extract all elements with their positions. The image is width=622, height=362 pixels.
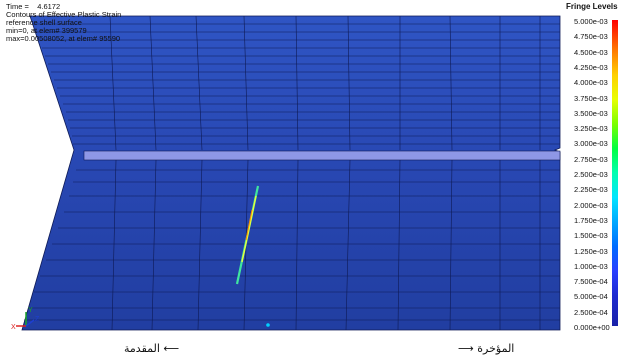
- legend-tick-label: 2.750e-03: [574, 154, 608, 164]
- legend-tick-label: 0.000e+00: [574, 323, 610, 332]
- legend-tick-label: 5.000e-04: [574, 292, 608, 302]
- stiffener-band: [83, 150, 561, 161]
- legend-tick-label: 2.250e-03: [574, 185, 608, 195]
- legend-tick-label: 2.500e-03: [574, 170, 608, 179]
- caption-front: المقدمة ⟵: [124, 342, 180, 355]
- time-readout: Time = 4.6172: [6, 2, 61, 11]
- legend-tick-label: 3.750e-03: [574, 93, 608, 103]
- shell-panel: [21, 15, 561, 331]
- plastic-strain-hotspot: [235, 185, 270, 327]
- plot-title: Contours of Effective Plastic Strain: [6, 10, 122, 19]
- legend-tick-label: 2.000e-03: [574, 200, 608, 210]
- legend-tick-label: 3.250e-03: [574, 124, 608, 134]
- legend-tick-label: 5.000e-03: [574, 17, 608, 26]
- legend-tick-label: 4.250e-03: [574, 62, 608, 72]
- axis-x-label: X: [11, 324, 16, 331]
- legend-tick-label: 2.500e-04: [574, 307, 608, 317]
- axis-triad: X Y Z: [11, 307, 40, 331]
- legend-tick-label: 1.000e-03: [574, 261, 608, 271]
- mesh-lines-top: [33, 23, 560, 145]
- legend-tick-label: 1.500e-03: [574, 231, 608, 241]
- mesh-lines-bottom: [24, 169, 560, 321]
- legend-tick-label: 4.000e-03: [574, 78, 608, 88]
- min-readout: min=0, at elem# 399579: [6, 26, 87, 35]
- legend-tick-label: 7.500e-04: [574, 277, 608, 287]
- legend-tick-label: 4.750e-03: [574, 32, 608, 42]
- max-readout: max=0.00508052, at elem# 95590: [6, 34, 121, 43]
- axis-z-label: Z: [35, 316, 40, 323]
- mesh-lines-vertical: [109, 15, 541, 331]
- legend-tick-label: 4.500e-03: [574, 47, 608, 57]
- caption-rear: ⟶ المؤخرة: [458, 342, 515, 355]
- legend-title: Fringe Levels: [566, 2, 618, 11]
- legend-tick-label: 3.500e-03: [574, 108, 608, 118]
- legend-tick-label: 1.250e-03: [574, 246, 608, 256]
- legend-tick-label: 3.000e-03: [574, 139, 608, 149]
- axis-y-label: Y: [28, 307, 33, 314]
- surface-label: reference shell surface: [6, 18, 82, 27]
- legend-tick-label: 1.750e-03: [574, 215, 608, 225]
- fringe-colorbar: [612, 20, 618, 326]
